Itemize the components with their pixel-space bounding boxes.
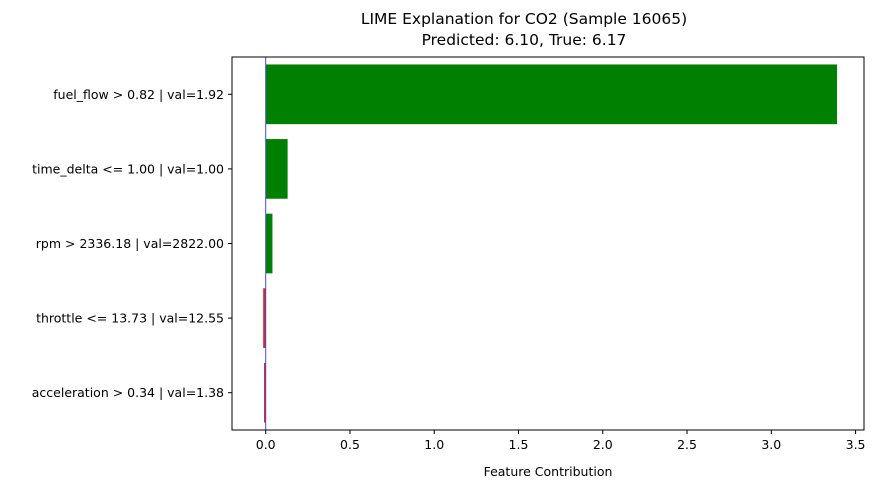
bars-group: [263, 64, 838, 423]
y-tick-label: throttle <= 13.73 | val=12.55: [36, 311, 224, 326]
chart-title: LIME Explanation for CO2 (Sample 16065): [361, 10, 687, 28]
x-tick-label: 2.5: [677, 437, 697, 452]
bar: [264, 362, 266, 423]
x-axis-label: Feature Contribution: [484, 464, 613, 479]
x-tick-label: 3.0: [761, 437, 781, 452]
x-tick-label: 1.0: [424, 437, 444, 452]
y-tick-label: rpm > 2336.18 | val=2822.00: [36, 236, 224, 251]
y-tick-label: fuel_flow > 0.82 | val=1.92: [53, 87, 224, 102]
bar: [265, 139, 288, 199]
bar: [263, 288, 266, 348]
x-tick-label: 3.5: [846, 437, 866, 452]
x-tick-label: 1.5: [509, 437, 529, 452]
x-tick-label: 2.0: [593, 437, 613, 452]
chart-subtitle: Predicted: 6.10, True: 6.17: [422, 31, 627, 49]
bar: [265, 213, 273, 274]
x-tick-label: 0.0: [256, 437, 276, 452]
x-tick-label: 0.5: [340, 437, 360, 452]
y-axis: fuel_flow > 0.82 | val=1.92 time_delta <=…: [32, 87, 232, 400]
bar: [265, 64, 838, 125]
y-tick-label: time_delta <= 1.00 | val=1.00: [32, 161, 224, 176]
x-axis: 0.0 0.5 1.0 1.5 2.0 2.5 3.0 3.5: [256, 430, 866, 452]
y-tick-label: acceleration > 0.34 | val=1.38: [32, 385, 224, 400]
